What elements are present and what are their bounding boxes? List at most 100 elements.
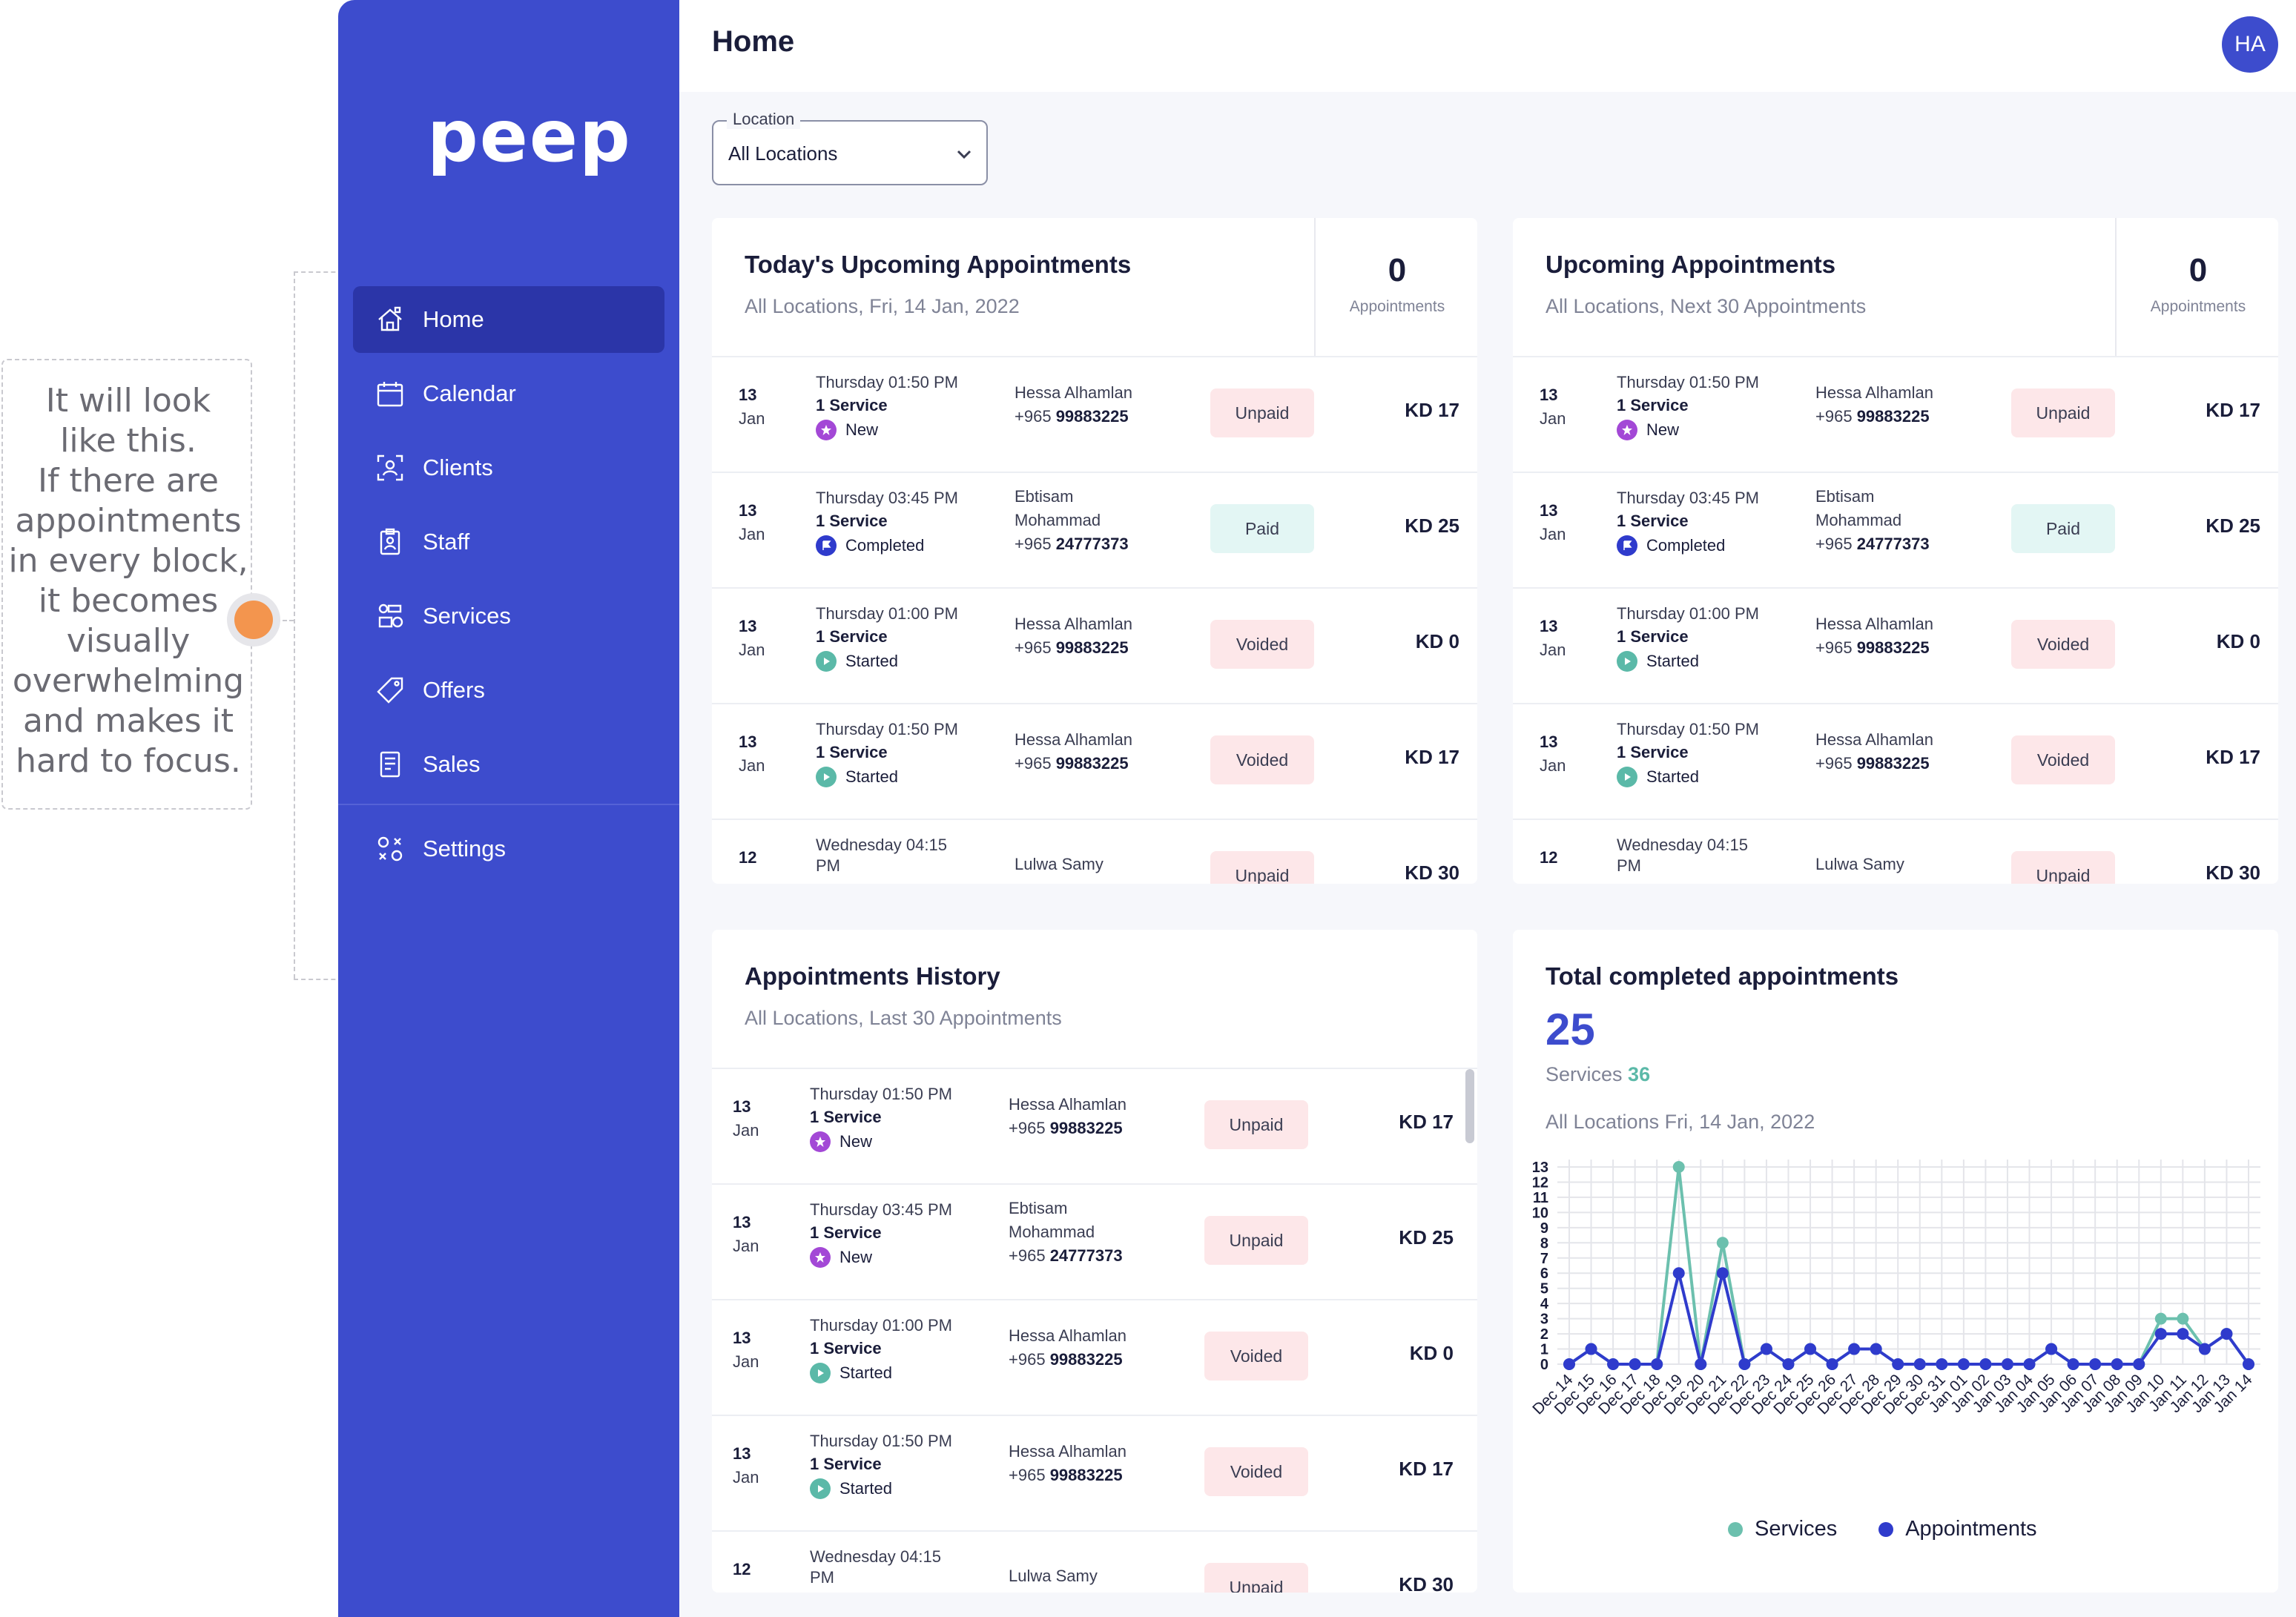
annotation-text: It will look like this. If there are appoin… (7, 381, 249, 781)
data-point-appointments[interactable] (1870, 1343, 1882, 1355)
data-point-appointments[interactable] (1563, 1358, 1575, 1370)
sidebar-item-settings[interactable]: Settings (353, 816, 664, 882)
appointment-row[interactable]: 13 Jan Thursday 01:00 PM 1 Service Started He… (712, 589, 1477, 704)
data-point-appointments[interactable] (1585, 1343, 1597, 1355)
logo[interactable]: peep (427, 95, 632, 178)
data-point-appointments[interactable] (1672, 1267, 1685, 1280)
payment-status-badge: Unpaid (1210, 388, 1314, 437)
appointment-row[interactable]: 13 Jan Thursday 03:45 PM 1 Service Completed… (712, 473, 1477, 589)
y-tick-label: 4 (1540, 1296, 1549, 1312)
appointment-status: New (810, 1131, 872, 1152)
appointment-row[interactable]: 13 Jan Thursday 01:00 PM 1 Service Started He… (712, 1300, 1477, 1416)
appointments-count: 0 Appointments (2115, 218, 2278, 356)
data-point-appointments[interactable] (1936, 1358, 1948, 1370)
appointment-row[interactable]: 12 Wednesday 04:15 PM Lulwa Samy Unpaid KD 3… (712, 1532, 1477, 1593)
status-label: New (839, 1248, 873, 1266)
staff-icon (375, 527, 405, 557)
data-point-appointments[interactable] (1848, 1343, 1861, 1355)
location-value: All Locations (728, 142, 838, 165)
appointment-month: Jan (1540, 409, 1566, 428)
data-point-services[interactable] (2154, 1312, 2167, 1325)
appointment-row[interactable]: 13 Jan Thursday 03:45 PM 1 Service New Ebtisa… (712, 1185, 1477, 1300)
client-name: Hessa Alhamlan (1015, 615, 1132, 633)
card-title: Appointments History (745, 962, 1000, 990)
appointment-row[interactable]: 13 Jan Thursday 01:50 PM 1 Service Started He… (712, 1416, 1477, 1532)
payment-status-badge: Voided (1204, 1332, 1308, 1380)
appointment-status: Started (1617, 767, 1699, 787)
data-point-appointments[interactable] (1979, 1358, 1992, 1370)
data-point-appointments[interactable] (1892, 1358, 1904, 1370)
card-subtitle: All Locations, Next 30 Appointments (1545, 295, 1867, 317)
data-point-appointments[interactable] (1913, 1358, 1926, 1370)
data-point-appointments[interactable] (2089, 1358, 2102, 1370)
services-total-label: Services (1545, 1063, 1623, 1085)
sidebar-item-clients[interactable]: Clients (353, 434, 664, 501)
appointment-row[interactable]: 13 Jan Thursday 01:50 PM 1 Service Started He… (1513, 704, 2278, 820)
data-point-appointments[interactable] (1782, 1358, 1795, 1370)
services-total-value: 36 (1628, 1063, 1651, 1085)
data-point-appointments[interactable] (1760, 1343, 1772, 1355)
sidebar-item-services[interactable]: Services (353, 583, 664, 649)
data-point-appointments[interactable] (1629, 1358, 1641, 1370)
location-label: Location (727, 110, 801, 129)
status-label: New (845, 420, 879, 439)
data-point-services[interactable] (2177, 1312, 2189, 1325)
data-point-appointments[interactable] (2154, 1328, 2167, 1340)
data-point-appointments[interactable] (1607, 1358, 1620, 1370)
data-point-appointments[interactable] (2177, 1328, 2189, 1340)
appointment-row[interactable]: 13 Jan Thursday 01:50 PM 1 Service New Hessa … (1513, 357, 2278, 473)
client-info: Ebtisam Mohammad +965 24777373 (1009, 1197, 1123, 1268)
data-point-services[interactable] (1672, 1161, 1685, 1173)
data-point-appointments[interactable] (1804, 1343, 1817, 1355)
data-point-appointments[interactable] (1957, 1358, 1970, 1370)
appointment-month: Jan (1540, 756, 1566, 775)
appointment-row[interactable]: 12 Wednesday 04:15 PM Lulwa Samy Unpaid KD 3… (1513, 820, 2278, 884)
legend-services[interactable]: Services (1755, 1517, 1838, 1541)
sidebar-item-staff[interactable]: Staff (353, 509, 664, 575)
data-point-appointments[interactable] (1695, 1358, 1707, 1370)
data-point-appointments[interactable] (2023, 1358, 2036, 1370)
legend-appointments[interactable]: Appointments (1905, 1517, 2037, 1541)
data-point-appointments[interactable] (2067, 1358, 2079, 1370)
appointment-row[interactable]: 13 Jan Thursday 01:50 PM 1 Service Started He… (712, 704, 1477, 820)
avatar[interactable]: HA (2222, 16, 2278, 73)
client-info: Ebtisam Mohammad +965 24777373 (1015, 485, 1129, 556)
data-point-appointments[interactable] (2220, 1328, 2233, 1340)
data-point-appointments[interactable] (1826, 1358, 1838, 1370)
appointment-day: 13 (739, 617, 757, 635)
data-point-appointments[interactable] (2001, 1358, 2013, 1370)
client-phone-number: 99883225 (1856, 407, 1930, 426)
sidebar-item-calendar[interactable]: Calendar (353, 360, 664, 427)
appointment-row[interactable]: 13 Jan Thursday 01:50 PM 1 Service New Hessa … (712, 1069, 1477, 1185)
client-name: Ebtisam (1009, 1199, 1068, 1217)
data-point-appointments[interactable] (1716, 1267, 1729, 1280)
data-point-appointments[interactable] (2045, 1343, 2058, 1355)
appointment-status: New (1617, 420, 1679, 440)
data-point-appointments[interactable] (2243, 1358, 2254, 1370)
payment-status-badge: Paid (2011, 504, 2115, 553)
appointment-day: 13 (733, 1329, 751, 1347)
appointment-amount: KD 25 (1399, 1226, 1454, 1249)
data-point-services[interactable] (1716, 1237, 1729, 1249)
sidebar-item-home[interactable]: Home (353, 286, 664, 353)
appointment-row[interactable]: 13 Jan Thursday 03:45 PM 1 Service Completed… (1513, 473, 2278, 589)
data-point-appointments[interactable] (2198, 1343, 2211, 1355)
status-label: Started (839, 1363, 892, 1382)
data-point-appointments[interactable] (1738, 1358, 1751, 1370)
data-point-appointments[interactable] (1651, 1358, 1663, 1370)
data-point-appointments[interactable] (2111, 1358, 2123, 1370)
data-point-appointments[interactable] (2133, 1358, 2145, 1370)
appointment-row[interactable]: 13 Jan Thursday 01:00 PM 1 Service Started He… (1513, 589, 2278, 704)
annotation-line: If there are (38, 462, 219, 500)
play-icon (816, 651, 837, 672)
scrollbar[interactable] (1465, 1069, 1474, 1143)
appointment-month: Jan (733, 1468, 759, 1487)
y-tick-label: 11 (1533, 1190, 1548, 1206)
appointment-service-count: 1 Service (1617, 396, 1689, 414)
sidebar-item-offers[interactable]: Offers (353, 657, 664, 724)
play-icon (1617, 767, 1637, 787)
appointment-row[interactable]: 12 Wednesday 04:15 PM Lulwa Samy Unpaid KD 3… (712, 820, 1477, 884)
appointment-row[interactable]: 13 Jan Thursday 01:50 PM 1 Service New Hessa … (712, 357, 1477, 473)
sidebar-item-sales[interactable]: Sales (353, 731, 664, 798)
location-select[interactable]: Location All Locations (712, 110, 988, 185)
